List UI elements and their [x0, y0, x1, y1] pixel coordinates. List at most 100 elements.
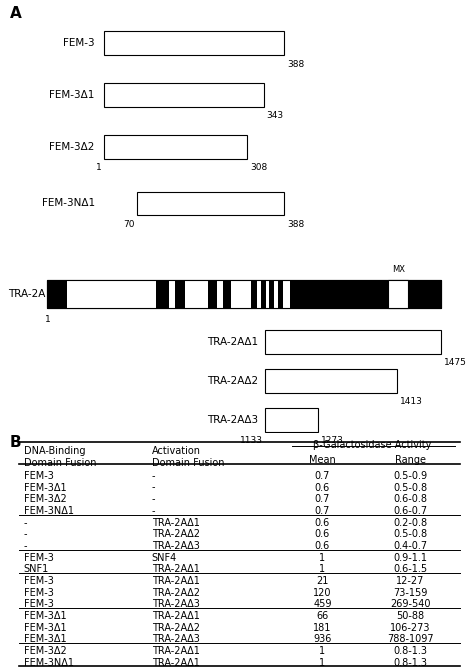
- Text: 269-540: 269-540: [390, 599, 430, 609]
- Text: FEM-3Δ1: FEM-3Δ1: [24, 623, 66, 633]
- Text: TRA-2AΔ2: TRA-2AΔ2: [207, 376, 258, 386]
- Text: 936: 936: [313, 634, 331, 644]
- Text: SNF1: SNF1: [24, 564, 49, 574]
- Text: FEM-3Δ2: FEM-3Δ2: [24, 495, 66, 504]
- Text: FEM-3Δ1: FEM-3Δ1: [49, 90, 95, 100]
- Text: 1: 1: [319, 658, 325, 668]
- Text: 0.8-1.3: 0.8-1.3: [393, 658, 427, 668]
- Text: 12-27: 12-27: [396, 576, 424, 586]
- Text: MX: MX: [392, 265, 405, 274]
- Text: TRA-2AΔ3: TRA-2AΔ3: [152, 599, 200, 609]
- Bar: [265, 408, 318, 431]
- Text: Range: Range: [394, 456, 426, 466]
- Bar: [137, 191, 284, 215]
- Text: FEM-3Δ1: FEM-3Δ1: [24, 634, 66, 644]
- Text: FEM-3NΔ1: FEM-3NΔ1: [24, 658, 73, 668]
- Text: β-Galactosidase Activity: β-Galactosidase Activity: [313, 440, 431, 450]
- Text: -: -: [24, 517, 27, 527]
- Text: 120: 120: [313, 588, 332, 598]
- Text: 1: 1: [45, 315, 50, 324]
- Text: 388: 388: [287, 219, 304, 229]
- Text: 0.4-0.7: 0.4-0.7: [393, 541, 427, 551]
- Bar: [231, 280, 251, 309]
- Bar: [283, 280, 290, 309]
- Text: FEM-3Δ2: FEM-3Δ2: [24, 646, 66, 656]
- Bar: [169, 280, 175, 309]
- Text: TRA-2AΔ2: TRA-2AΔ2: [152, 623, 200, 633]
- Bar: [388, 280, 408, 309]
- Text: TRA-2AΔ1: TRA-2AΔ1: [152, 564, 200, 574]
- Bar: [265, 369, 397, 393]
- Text: TRA-2AΔ1: TRA-2AΔ1: [152, 611, 200, 621]
- Text: FEM-3Δ1: FEM-3Δ1: [24, 611, 66, 621]
- Text: 21: 21: [316, 576, 328, 586]
- Text: 0.6: 0.6: [315, 529, 330, 539]
- Text: FEM-3Δ2: FEM-3Δ2: [49, 142, 95, 152]
- Text: Activation
Domain Fusion: Activation Domain Fusion: [152, 446, 224, 468]
- Text: TRA-2AΔ3: TRA-2AΔ3: [152, 541, 200, 551]
- Text: TRA-2A: TRA-2A: [8, 289, 45, 299]
- Text: 1133: 1133: [240, 436, 263, 445]
- Text: TRA-2AΔ2: TRA-2AΔ2: [152, 529, 200, 539]
- Text: 0.2-0.8: 0.2-0.8: [393, 517, 427, 527]
- Text: 70: 70: [123, 219, 135, 229]
- Text: SNF4: SNF4: [152, 553, 177, 562]
- Text: A: A: [9, 7, 21, 21]
- Bar: [104, 32, 284, 55]
- Bar: [274, 280, 278, 309]
- Text: 459: 459: [313, 599, 332, 609]
- Text: 0.6-0.7: 0.6-0.7: [393, 506, 427, 516]
- Text: -: -: [24, 529, 27, 539]
- Text: TRA-2AΔ1: TRA-2AΔ1: [207, 337, 258, 347]
- Text: TRA-2AΔ3: TRA-2AΔ3: [207, 415, 258, 425]
- Text: TRA-2AΔ3: TRA-2AΔ3: [152, 634, 200, 644]
- Bar: [257, 280, 261, 309]
- Text: 343: 343: [266, 111, 283, 121]
- Text: 73-159: 73-159: [393, 588, 427, 598]
- Text: 0.8-1.3: 0.8-1.3: [393, 646, 427, 656]
- Text: 308: 308: [250, 163, 267, 172]
- Text: TRA-2AΔ1: TRA-2AΔ1: [152, 658, 200, 668]
- Text: 66: 66: [316, 611, 328, 621]
- Text: 0.6-0.8: 0.6-0.8: [393, 495, 427, 504]
- Bar: [67, 280, 155, 309]
- Text: FEM-3: FEM-3: [24, 588, 54, 598]
- Text: FEM-3Δ1: FEM-3Δ1: [24, 482, 66, 493]
- Text: 0.6-1.5: 0.6-1.5: [393, 564, 427, 574]
- Text: FEM-3: FEM-3: [24, 553, 54, 562]
- Text: 0.5-0.8: 0.5-0.8: [393, 529, 427, 539]
- Text: 1: 1: [319, 564, 325, 574]
- Text: FEM-3NΔ1: FEM-3NΔ1: [42, 199, 95, 209]
- Text: -: -: [152, 495, 155, 504]
- Text: TRA-2AΔ1: TRA-2AΔ1: [152, 646, 200, 656]
- Text: 1: 1: [319, 553, 325, 562]
- Text: -: -: [152, 471, 155, 481]
- Bar: [47, 280, 441, 309]
- Text: FEM-3: FEM-3: [24, 576, 54, 586]
- Text: 0.7: 0.7: [315, 495, 330, 504]
- Text: B: B: [9, 435, 21, 450]
- Bar: [217, 280, 223, 309]
- Text: 0.7: 0.7: [315, 506, 330, 516]
- Text: -: -: [152, 506, 155, 516]
- Text: 0.6: 0.6: [315, 517, 330, 527]
- Bar: [265, 330, 441, 354]
- Text: TRA-2AΔ1: TRA-2AΔ1: [152, 576, 200, 586]
- Text: 0.7: 0.7: [315, 471, 330, 481]
- Text: TRA-2AΔ2: TRA-2AΔ2: [152, 588, 200, 598]
- Text: 1475: 1475: [444, 358, 466, 367]
- Text: 1: 1: [96, 163, 102, 172]
- Bar: [104, 136, 247, 159]
- Text: FEM-3: FEM-3: [63, 38, 95, 48]
- Text: 1273: 1273: [321, 436, 344, 445]
- Text: FEM-3: FEM-3: [24, 599, 54, 609]
- Bar: [266, 280, 269, 309]
- Text: TRA-2AΔ1: TRA-2AΔ1: [152, 517, 200, 527]
- Bar: [185, 280, 208, 309]
- Text: Mean: Mean: [309, 456, 336, 466]
- Text: DNA-Binding
Domain Fusion: DNA-Binding Domain Fusion: [24, 446, 96, 468]
- Text: 0.5-0.9: 0.5-0.9: [393, 471, 427, 481]
- Text: 0.5-0.8: 0.5-0.8: [393, 482, 427, 493]
- Bar: [104, 83, 264, 107]
- Text: 0.6: 0.6: [315, 541, 330, 551]
